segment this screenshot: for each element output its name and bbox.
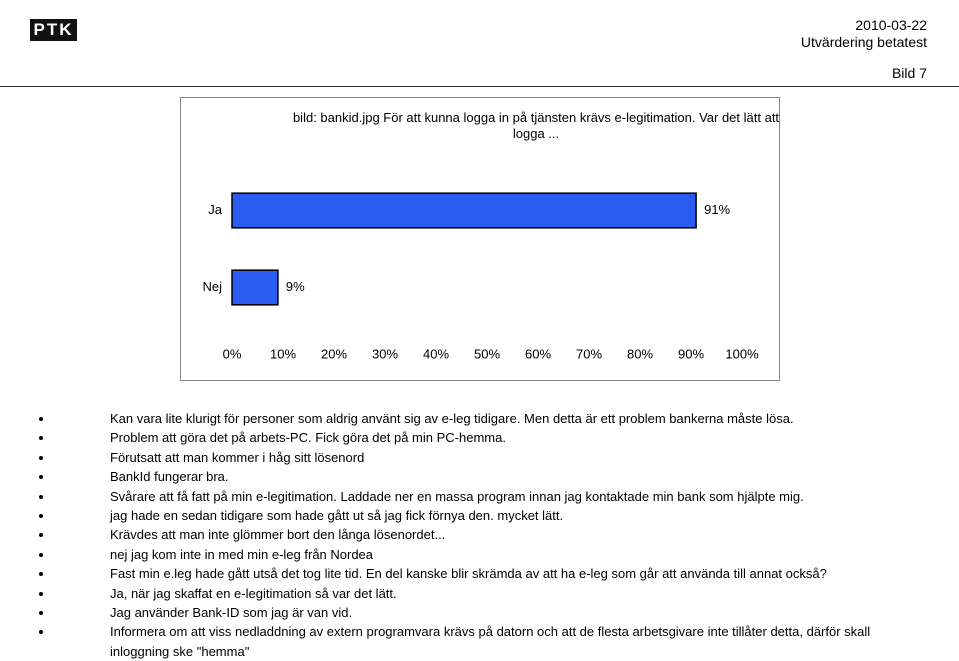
x-tick-label: 0% — [223, 346, 242, 361]
slide-number: Bild 7 — [891, 65, 927, 81]
comment: Jag använder Bank-ID som jag är van vid. — [0, 603, 900, 622]
date: 2010-03-22 — [855, 17, 927, 33]
x-tick-label: 20% — [321, 346, 347, 361]
x-tick-label: 30% — [372, 346, 398, 361]
x-tick-label: 10% — [270, 346, 296, 361]
comment: Fast min e.leg hade gått utså det tog li… — [0, 564, 900, 583]
comment: Svårare att få fatt på min e-legitimatio… — [0, 487, 900, 506]
logo: PTK — [30, 19, 77, 41]
comment: jag hade en sedan tidigare som hade gått… — [0, 506, 900, 525]
x-tick-label: 100% — [725, 346, 759, 361]
comment: Problem att göra det på arbets-PC. Fick … — [0, 428, 900, 447]
x-tick-label: 80% — [627, 346, 653, 361]
comment: Informera om att viss nedladdning av ext… — [0, 622, 900, 661]
comment: BankId fungerar bra. — [0, 467, 900, 486]
y-tick-label: Nej — [202, 279, 222, 294]
comment: Krävdes att man inte glömmer bort den lå… — [0, 525, 900, 544]
subtitle: Utvärdering betatest — [800, 34, 927, 50]
chart-title: bild: bankid.jpg För att kunna logga in … — [292, 110, 780, 141]
y-tick-label: Ja — [208, 202, 223, 217]
comment: Ja, när jag skaffat en e-legitimation så… — [0, 584, 900, 603]
chart: 0% 10% 20% 30% 40% 50% 60% 70% 80% 90% 100% Ja 91% Ne… — [202, 192, 759, 361]
x-tick-label: 50% — [474, 346, 500, 361]
comment: Kan vara lite klurigt för personer som a… — [0, 409, 900, 428]
x-tick-label: 60% — [525, 346, 551, 361]
data-label: 91% — [704, 202, 730, 217]
chart-frame — [180, 97, 780, 381]
comment: nej jag kom inte in med min e-leg från N… — [0, 545, 900, 564]
bar — [231, 192, 697, 229]
bar — [231, 269, 279, 306]
x-tick-label: 40% — [423, 346, 449, 361]
comment: Förutsatt att man kommer i håg sitt löse… — [0, 448, 900, 467]
header-rule — [0, 86, 959, 87]
comment-list: Kan vara lite klurigt för personer som a… — [0, 409, 900, 661]
x-tick-label: 90% — [678, 346, 704, 361]
x-tick-label: 70% — [576, 346, 602, 361]
data-label: 9% — [286, 279, 305, 294]
